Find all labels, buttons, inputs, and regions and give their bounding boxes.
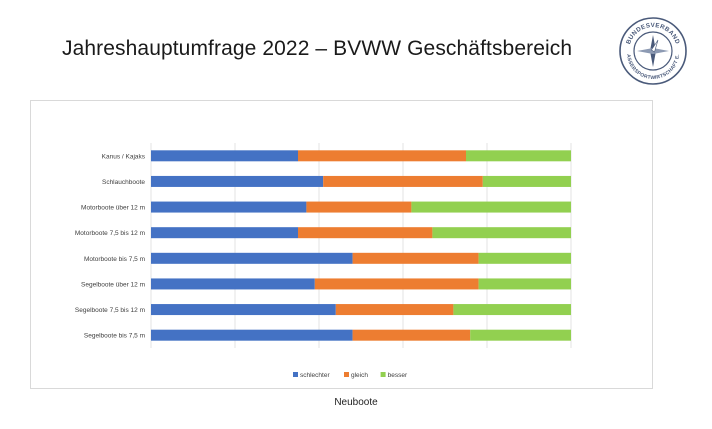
bvww-logo: BUNDESVERBAND WASSERSPORTWIRTSCHAFT E.V. [618, 16, 687, 85]
bar-segment-gleich [298, 227, 433, 239]
chart-frame: Kanus / Kajaks Schlauchboote Motorboote üb… [30, 100, 653, 389]
bar-segment-gleich [298, 150, 466, 162]
bar-segment-besser [478, 252, 571, 264]
bar-segment-schlechter [151, 252, 353, 264]
bar-segment-schlechter [151, 201, 307, 213]
bar-segment-besser [482, 175, 571, 187]
bar-segment-gleich [323, 175, 483, 187]
legend: schlechter gleich besser [293, 372, 408, 379]
bar-segment-gleich [352, 329, 471, 341]
category-label: Segelboote bis 7,5 m [84, 333, 145, 340]
bar-segment-besser [466, 150, 571, 162]
category-label: Motorboote über 12 m [81, 205, 145, 212]
stacked-bar-chart: Kanus / Kajaks Schlauchboote Motorboote üb… [75, 143, 572, 379]
page-title: Jahreshauptumfrage 2022 – BVWW Geschäfts… [62, 37, 573, 60]
bar-segment-schlechter [151, 150, 298, 162]
compass-star-icon [637, 35, 669, 67]
category-labels: Kanus / Kajaks Schlauchboote Motorboote üb… [75, 153, 146, 339]
bar-segment-schlechter [151, 175, 324, 187]
bar-segment-gleich [306, 201, 412, 213]
legend-label: besser [388, 372, 408, 379]
bar-segment-schlechter [151, 278, 315, 290]
bars [151, 150, 571, 341]
bar-segment-besser [411, 201, 571, 213]
bar-segment-besser [470, 329, 571, 341]
bar-segment-gleich [335, 304, 454, 316]
legend-label: gleich [351, 372, 368, 379]
bar-segment-besser [432, 227, 571, 239]
category-label: Motorboote bis 7,5 m [84, 256, 145, 263]
category-label: Segelboote 7,5 bis 12 m [75, 307, 145, 314]
bar-segment-besser [478, 278, 571, 290]
bar-segment-besser [453, 304, 571, 316]
legend-swatch [344, 372, 349, 377]
bar-segment-gleich [352, 252, 479, 264]
bar-segment-gleich [314, 278, 479, 290]
legend-swatch [293, 372, 298, 377]
bar-segment-schlechter [151, 227, 298, 239]
category-label: Motorboote 7,5 bis 12 m [75, 230, 145, 237]
bar-segment-schlechter [151, 304, 336, 316]
bar-segment-schlechter [151, 329, 353, 341]
category-label: Kanus / Kajaks [102, 153, 146, 160]
legend-label: schlechter [300, 372, 330, 379]
legend-swatch [380, 372, 386, 377]
category-label: Segelboote über 12 m [81, 281, 145, 288]
chart-caption: Neuboote [334, 397, 378, 408]
grid-lines [150, 143, 572, 348]
category-label: Schlauchboote [102, 179, 145, 186]
